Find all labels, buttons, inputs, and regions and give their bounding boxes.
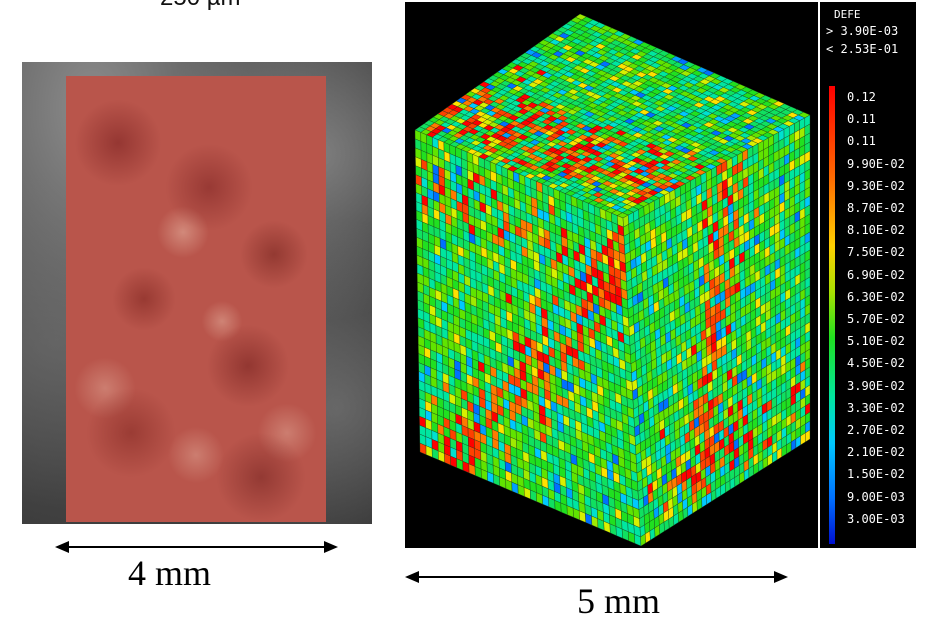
legend-tick-label: 9.90E-02 [847,156,905,171]
legend-tick-label: 7.50E-02 [847,245,905,260]
legend-range-min: < 2.53E-01 [826,42,899,56]
legend-tick-label: 3.00E-03 [847,511,905,526]
left-face [414,129,642,547]
legend-tick-label: 6.30E-02 [847,289,905,304]
legend-tick-label: 3.90E-02 [847,378,905,393]
color-legend: DEFE > 3.90E-03 < 2.53E-01 0.12 0.11 0.11 9… [820,2,916,548]
legend-tick-label: 8.70E-02 [847,201,905,215]
legend-tick-label: 5.70E-02 [847,312,905,326]
legend-color-bar [829,86,835,544]
arrow-head-right-icon [324,541,338,553]
legend-tick-label: 0.11 [847,134,876,149]
legend-tick-label: 9.00E-03 [847,489,905,504]
arrow-head-right-icon [774,571,788,583]
top-face [414,13,811,219]
legend-tick-label: 2.10E-02 [847,445,905,460]
legend-tick-label: 5.10E-02 [847,334,905,349]
left-dimension-label: 4 mm [128,553,212,593]
mesh-element [805,429,811,443]
arrow-shaft [416,576,778,578]
legend-tick-label: 1.50E-02 [847,467,905,482]
legend-tick-label: 6.90E-02 [847,267,905,282]
fem-cube-plot [405,2,818,548]
legend-title: DEFE [834,8,861,21]
arrow-head-left-icon [405,571,419,583]
specimen-photo [22,62,372,524]
legend-range-max: > 3.90E-03 [826,24,899,38]
legend-tick-label: 8.10E-02 [847,223,905,238]
legend-tick-label: 0.11 [847,112,876,127]
legend-tick-label: 9.30E-02 [847,178,905,193]
arrow-head-left-icon [55,541,69,553]
legend-tick-label: 3.30E-02 [847,400,905,415]
fem-cube-svg [414,13,811,547]
legend-tick-label: 4.50E-02 [847,356,905,371]
legend-tick-label: 2.70E-02 [847,423,905,437]
legend-tick-label: 0.12 [847,90,876,104]
arrow-shaft [66,546,328,548]
right-dimension-label: 5 mm [577,581,661,621]
top-caption: 250 µm [160,0,241,12]
right-face [622,114,811,547]
specimen-sample [66,76,326,522]
